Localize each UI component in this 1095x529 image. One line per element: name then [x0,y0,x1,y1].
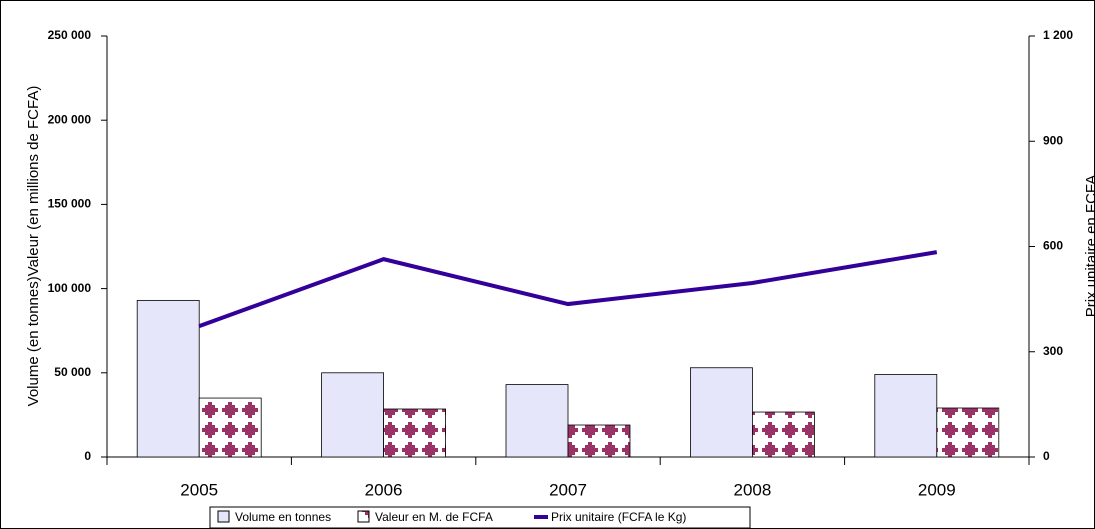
bar [936,407,1000,458]
y2-tick-label: 0 [1043,449,1050,463]
legend-label: Valeur en M. de FCFA [375,510,493,524]
x-tick-label: 2007 [549,480,587,499]
bar [505,384,569,458]
y-tick-label: 250 000 [48,28,92,42]
y2-tick-label: 600 [1043,239,1063,253]
line-series [198,250,938,329]
y-tick-label: 0 [84,449,91,463]
legend-label: Volume en tonnes [235,510,331,524]
legend-swatch [357,510,370,523]
bar [198,397,262,458]
bar [874,374,938,458]
y2-tick-label: 300 [1043,344,1063,358]
y2-tick-label: 900 [1043,133,1063,147]
bar [752,411,815,458]
y2-axis-title: Prix unitaire en FCFA [1083,175,1095,318]
y2-tick-label: 1 200 [1043,28,1073,42]
bar [383,408,447,458]
y-tick-label: 150 000 [48,197,92,211]
bar [136,299,200,458]
x-tick-label: 2005 [180,480,218,499]
y-tick-label: 200 000 [48,112,92,126]
bar [321,372,385,458]
bar [690,367,753,458]
bar [567,424,631,458]
x-tick-label: 2009 [918,480,956,499]
legend-box [209,506,751,529]
y-tick-label: 100 000 [48,281,92,295]
x-tick-label: 2008 [733,480,771,499]
x-tick-label: 2006 [365,480,403,499]
legend-swatch [217,510,230,523]
y-tick-label: 50 000 [54,365,91,379]
legend-label: Prix unitaire (FCFA le Kg) [551,510,686,524]
y-axis-title: Volume (en tonnes)Valeur (en millions de… [25,86,42,407]
